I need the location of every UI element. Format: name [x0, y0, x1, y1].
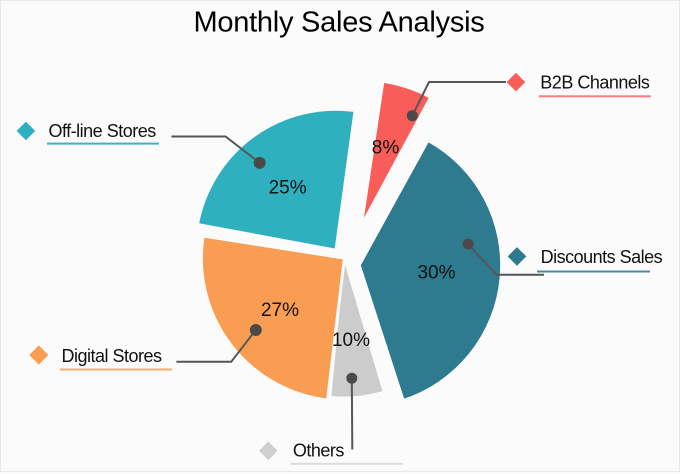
svg-text:Digital Stores: Digital Stores [62, 346, 163, 366]
svg-text:8%: 8% [372, 138, 400, 159]
svg-text:B2B Channels: B2B Channels [540, 73, 650, 93]
svg-text:25%: 25% [269, 178, 307, 199]
svg-text:Others: Others [293, 441, 345, 461]
svg-text:Off-line Stores: Off-line Stores [49, 121, 157, 141]
svg-text:Monthly Sales Analysis: Monthly Sales Analysis [193, 7, 484, 39]
svg-text:10%: 10% [332, 330, 370, 351]
svg-text:30%: 30% [417, 263, 455, 284]
svg-text:Discounts Sales: Discounts Sales [541, 247, 663, 267]
svg-text:27%: 27% [261, 300, 299, 321]
